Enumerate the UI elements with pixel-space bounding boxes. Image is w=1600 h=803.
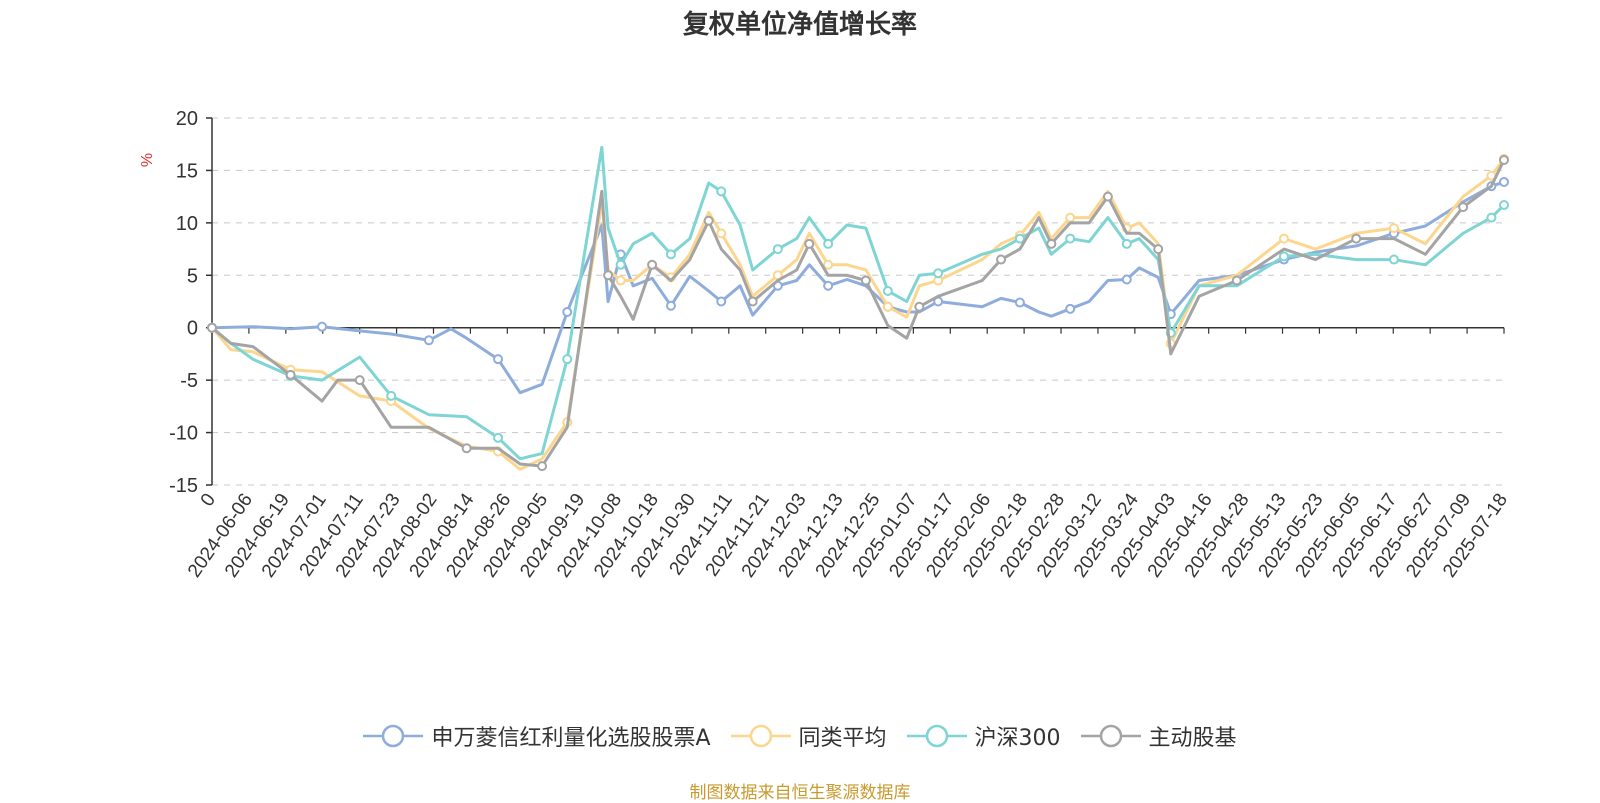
series-2 (207, 153, 1509, 471)
data-point (1486, 212, 1497, 223)
data-point (1278, 251, 1289, 262)
data-point (1121, 238, 1132, 249)
data-point (882, 301, 893, 312)
y-axis-label: % (139, 153, 156, 167)
data-point (860, 275, 871, 286)
series-line (211, 159, 1506, 468)
data-point (823, 280, 834, 291)
data-point (1153, 244, 1164, 255)
data-point (647, 259, 658, 270)
data-point (1278, 233, 1289, 244)
data-point (603, 270, 614, 281)
data-point (615, 259, 626, 270)
data-point (1231, 275, 1242, 286)
legend-label: 同类平均 (798, 726, 887, 751)
data-point (823, 238, 834, 249)
data-point (804, 238, 815, 249)
legend-swatch (730, 724, 791, 748)
legend-item[interactable]: 主动股基 (1080, 720, 1237, 752)
legend-label: 主动股基 (1148, 726, 1237, 751)
y-axis: 20 15 10 5 0 -5 -10 -15 (169, 108, 213, 497)
data-point (1014, 233, 1025, 244)
data-point (317, 321, 328, 332)
y-tick-label: 20 (176, 108, 198, 130)
data-point (493, 432, 504, 443)
data-point (1458, 202, 1469, 213)
legend-item[interactable]: 沪深300 (906, 720, 1061, 752)
data-point (1121, 274, 1132, 285)
series-1 (207, 176, 1509, 395)
data-point (562, 354, 573, 365)
series-3 (207, 145, 1509, 461)
data-point (562, 306, 573, 317)
data-point (1065, 233, 1076, 244)
legend: 申万菱信红利量化选股股票A 同类平均 沪深300 主动股基 (0, 720, 1600, 752)
series-line (210, 158, 1506, 471)
data-point (665, 249, 676, 260)
data-point (537, 461, 548, 472)
data-point (354, 375, 365, 386)
legend-swatch (1080, 724, 1141, 748)
legend-swatch (906, 724, 967, 748)
data-point (716, 296, 727, 307)
data-point (493, 354, 504, 365)
data-point (716, 186, 727, 197)
data-point (772, 244, 783, 255)
legend-swatch (363, 724, 424, 748)
legend-label: 申万菱信红利量化选股股票A (431, 726, 711, 751)
y-tick-label: 5 (187, 265, 198, 287)
data-point (1499, 154, 1509, 165)
data-point (1046, 238, 1057, 249)
data-point (386, 390, 397, 401)
y-tick-label: 0 (187, 318, 198, 340)
y-tick-label: -5 (180, 370, 198, 392)
data-point (914, 301, 925, 312)
legend-item[interactable]: 同类平均 (730, 720, 887, 752)
data-point (1102, 191, 1113, 202)
y-tick-label: -10 (169, 423, 198, 445)
data-point (1388, 254, 1399, 265)
y-tick-label: -15 (169, 475, 198, 497)
data-point (615, 275, 626, 286)
data-point (665, 300, 676, 311)
data-point (933, 268, 944, 279)
x-axis: 02024-06-062024-06-192024-07-012024-07-1… (184, 326, 1512, 581)
legend-item[interactable]: 申万菱信红利量化选股股票A (363, 720, 711, 752)
legend-label: 沪深300 (974, 726, 1061, 751)
data-point (1065, 212, 1076, 223)
data-point (996, 254, 1007, 265)
data-point (1499, 200, 1509, 211)
x-tick-label: 0 (197, 490, 220, 511)
data-point (1065, 303, 1076, 314)
series-line (211, 180, 1505, 395)
data-point (882, 286, 893, 297)
data-point (823, 259, 834, 270)
data-point (207, 322, 217, 333)
y-tick-label: 15 (176, 160, 198, 182)
data-point (1351, 233, 1362, 244)
data-point (1499, 176, 1509, 187)
source-note: 制图数据来自恒生聚源数据库 (689, 783, 911, 803)
series-line (211, 145, 1506, 461)
data-point (1388, 223, 1399, 234)
line-chart: 20 15 10 5 0 -5 -10 -15 02024-06-062024-06-1920… (139, 108, 1512, 581)
data-point (285, 369, 296, 380)
data-point (747, 296, 758, 307)
chart-title: 复权单位净值增长率 (682, 10, 917, 40)
data-point (461, 443, 472, 454)
data-point (1014, 297, 1025, 308)
data-point (703, 215, 714, 226)
data-point (716, 228, 727, 239)
series-layer (207, 145, 1509, 472)
series-4 (207, 154, 1509, 472)
y-gridlines (212, 117, 1504, 486)
y-tick-label: 10 (176, 213, 198, 235)
data-point (423, 335, 434, 346)
